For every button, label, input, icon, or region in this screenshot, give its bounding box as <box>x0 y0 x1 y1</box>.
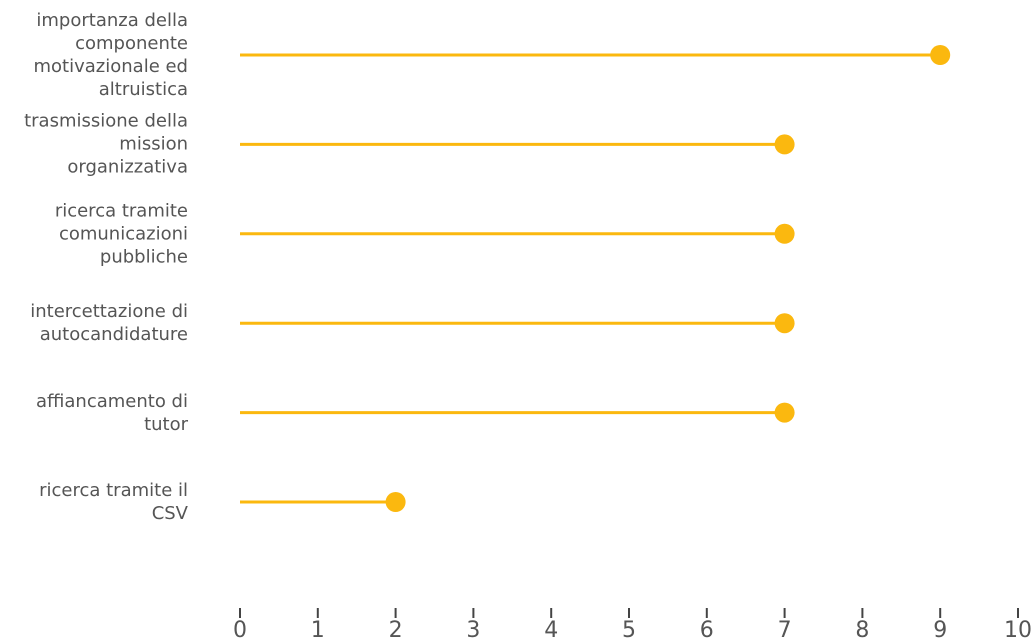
category-label: ricerca tramite il CSV <box>39 480 188 524</box>
category-label: ricerca tramite comunicazioni pubbliche <box>54 200 188 268</box>
x-tick-label: 4 <box>544 618 558 641</box>
dot <box>774 223 795 244</box>
x-tick-label: 3 <box>466 618 480 641</box>
category-label: importanza della componente motivazional… <box>33 10 189 100</box>
x-tick-label: 2 <box>389 618 403 641</box>
x-tick-label: 0 <box>233 618 247 641</box>
dot <box>774 134 795 155</box>
category-label: affiancamento di tutor <box>35 390 188 435</box>
x-tick-label: 1 <box>311 618 325 641</box>
category-label: trasmissione della mission organizzativa <box>24 110 188 178</box>
x-tick-label: 7 <box>778 618 792 641</box>
x-tick-label: 5 <box>622 618 636 641</box>
dot <box>774 313 795 334</box>
x-tick-label: 6 <box>700 618 714 641</box>
x-tick-label: 10 <box>1004 618 1032 641</box>
x-tick-label: 8 <box>855 618 869 641</box>
dot <box>774 402 795 423</box>
dot <box>930 45 951 65</box>
dot <box>385 492 406 512</box>
x-tick-label: 9 <box>933 618 947 641</box>
category-label: intercettazione di autocandidature <box>30 301 188 346</box>
